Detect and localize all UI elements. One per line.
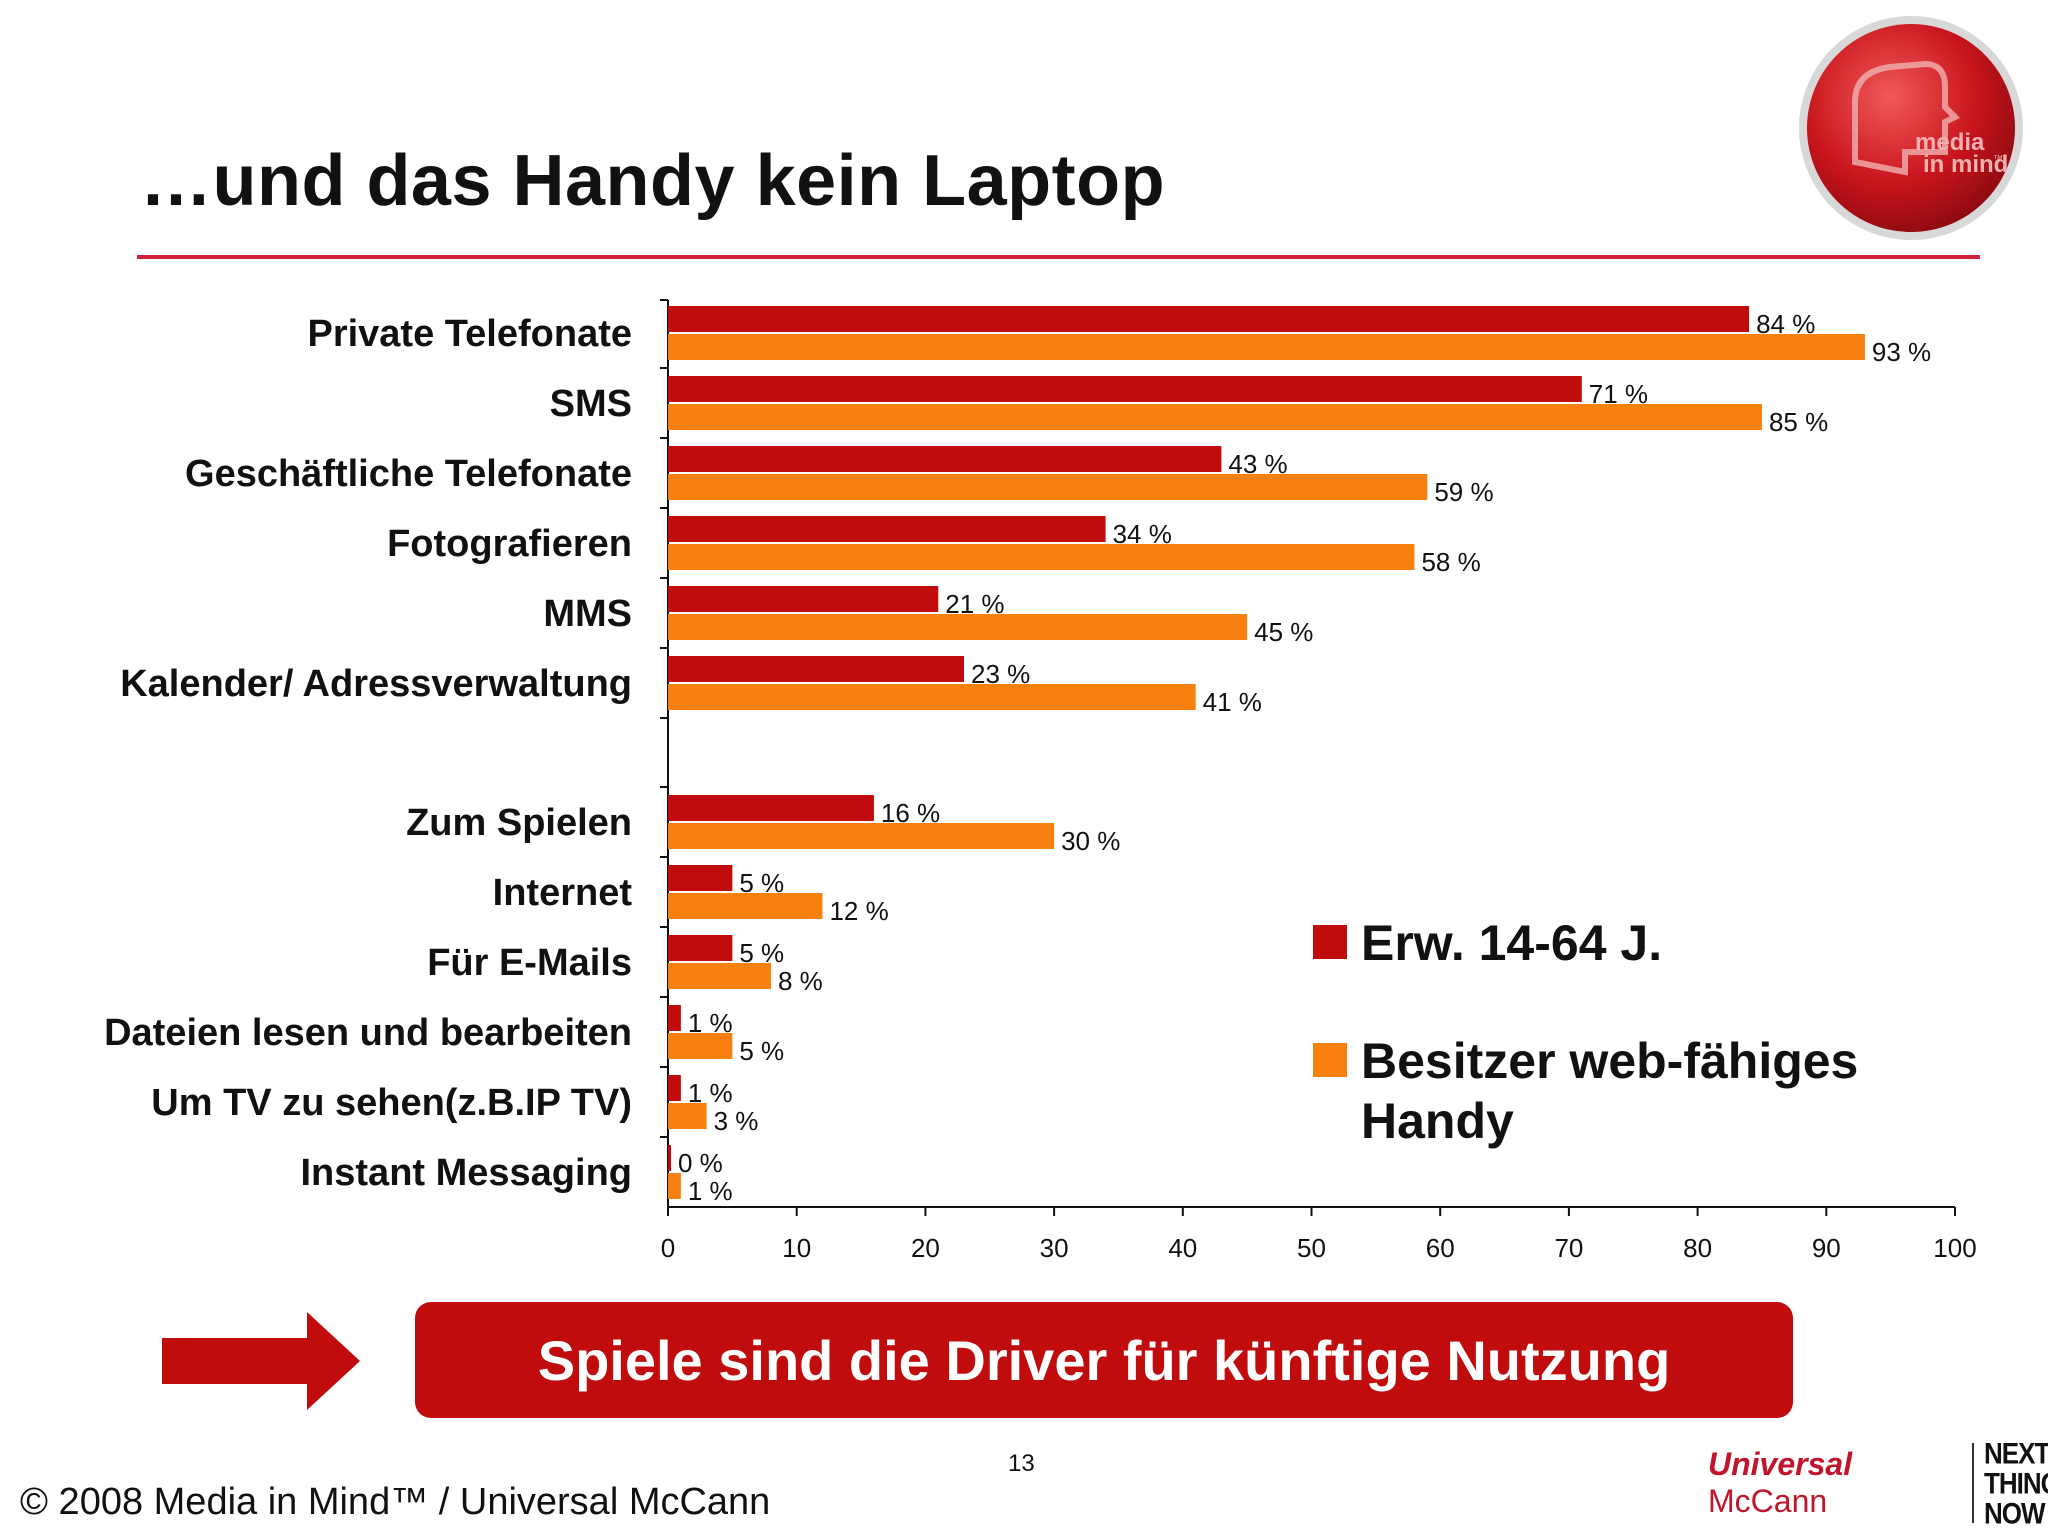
x-tick-label: 90 — [1812, 1233, 1841, 1263]
x-tick-label: 80 — [1683, 1233, 1712, 1263]
category-label: Fotografieren — [387, 523, 632, 565]
legend-label-line1: Besitzer web-fähiges — [1361, 1033, 1858, 1089]
bar-adults — [668, 865, 733, 891]
logo-text-line1: media — [1915, 129, 1985, 156]
data-label: 5 % — [739, 868, 784, 898]
bar-adults — [668, 795, 874, 821]
media-in-mind-logo: media in mind ™ — [1799, 16, 2023, 240]
category-label: SMS — [550, 383, 632, 425]
page-title: …und das Handy kein Laptop — [140, 141, 1166, 221]
bar-web-owners — [668, 893, 823, 919]
copyright-notice: © 2008 Media in Mind™ / Universal McCann — [20, 1481, 771, 1523]
category-label: Internet — [493, 872, 633, 914]
bar-adults — [668, 1145, 671, 1171]
bar-adults — [668, 306, 1750, 332]
legend-label-line2: Handy — [1361, 1093, 1514, 1149]
brand-name-italic: Universal — [1708, 1446, 1853, 1482]
category-label: Instant Messaging — [301, 1152, 633, 1194]
category-label: Um TV zu sehen(z.B.IP TV) — [151, 1082, 632, 1124]
data-label: 58 % — [1421, 547, 1480, 577]
data-label: 3 % — [714, 1106, 759, 1136]
data-label: 1 % — [688, 1078, 733, 1108]
bar-web-owners — [668, 334, 1865, 360]
data-label: 93 % — [1872, 337, 1931, 367]
bar-adults — [668, 1005, 681, 1031]
brand-divider — [1972, 1443, 1974, 1523]
category-label: MMS — [543, 593, 632, 635]
data-label: 12 % — [829, 896, 888, 926]
logo-text-line2: in mind — [1923, 151, 2008, 178]
x-tick-label: 30 — [1040, 1233, 1069, 1263]
data-label: 5 % — [739, 938, 784, 968]
bar-adults — [668, 586, 939, 612]
data-label: 71 % — [1589, 379, 1648, 409]
chart-labels: Private Telefonate 84 % 93 % SMS 71 % 85 % Ges… — [104, 309, 1931, 1206]
data-label: 85 % — [1769, 407, 1828, 437]
data-label: 34 % — [1113, 519, 1172, 549]
x-tick-label: 10 — [782, 1233, 811, 1263]
x-tick-label: 60 — [1426, 1233, 1455, 1263]
data-label: 16 % — [881, 798, 940, 828]
brand-tagline: NEXT THING NOW — [1984, 1435, 2048, 1531]
bar-web-owners — [668, 614, 1248, 640]
bar-web-owners — [668, 404, 1762, 430]
chart-axes: 0 10 20 30 40 50 60 70 80 90 100 — [660, 299, 1977, 1263]
bar-adults — [668, 446, 1222, 472]
bar-web-owners — [668, 823, 1055, 849]
bar-adults — [668, 376, 1582, 402]
bar-web-owners — [668, 1103, 707, 1129]
legend-swatch — [1313, 1043, 1347, 1077]
bar-web-owners — [668, 474, 1428, 500]
category-label: Geschäftliche Telefonate — [185, 453, 632, 495]
universal-mccann-brand: Universal McCann NEXT THING NOW — [1708, 1438, 2048, 1528]
data-label: 41 % — [1203, 687, 1262, 717]
category-label: Für E-Mails — [427, 942, 632, 984]
chart-bars — [668, 306, 1865, 1199]
x-tick-label: 70 — [1554, 1233, 1583, 1263]
data-label: 0 % — [678, 1148, 723, 1178]
data-label: 5 % — [739, 1036, 784, 1066]
bar-web-owners — [668, 963, 771, 989]
category-label: Kalender/ Adressverwaltung — [120, 663, 632, 705]
data-label: 59 % — [1434, 477, 1493, 507]
data-label: 1 % — [688, 1008, 733, 1038]
page-number: 13 — [1008, 1450, 1035, 1477]
x-tick-label: 20 — [911, 1233, 940, 1263]
x-tick-label: 100 — [1933, 1233, 1976, 1263]
bar-web-owners — [668, 544, 1415, 570]
bar-adults — [668, 1075, 681, 1101]
brand-name-rest: McCann — [1708, 1483, 1828, 1519]
bar-adults — [668, 935, 733, 961]
data-label: 21 % — [945, 589, 1004, 619]
data-label: 23 % — [971, 659, 1030, 689]
data-label: 1 % — [688, 1176, 733, 1206]
bar-adults — [668, 516, 1106, 542]
legend-swatch — [1313, 925, 1347, 959]
data-label: 8 % — [778, 966, 823, 996]
category-label: Zum Spielen — [406, 802, 632, 844]
arrow-right-icon — [162, 1312, 360, 1410]
bar-adults — [668, 656, 965, 682]
legend-label: Erw. 14-64 J. — [1361, 915, 1662, 971]
logo-tm: ™ — [1993, 154, 2003, 165]
title-rule — [137, 255, 1980, 259]
data-label: 45 % — [1254, 617, 1313, 647]
conclusion-callout: Spiele sind die Driver für künftige Nutz… — [415, 1302, 1793, 1418]
x-tick-label: 50 — [1297, 1233, 1326, 1263]
x-tick-label: 40 — [1168, 1233, 1197, 1263]
bar-web-owners — [668, 684, 1196, 710]
x-tick-label: 0 — [661, 1233, 675, 1263]
category-label: Private Telefonate — [307, 313, 632, 355]
data-label: 30 % — [1061, 826, 1120, 856]
data-label: 84 % — [1756, 309, 1815, 339]
data-label: 43 % — [1228, 449, 1287, 479]
bar-web-owners — [668, 1033, 733, 1059]
category-label: Dateien lesen und bearbeiten — [104, 1012, 632, 1054]
brand-name: Universal McCann — [1708, 1446, 1960, 1520]
bar-chart: 0 10 20 30 40 50 60 70 80 90 100 Private Telefonat… — [104, 299, 1977, 1263]
bar-web-owners — [668, 1173, 681, 1199]
